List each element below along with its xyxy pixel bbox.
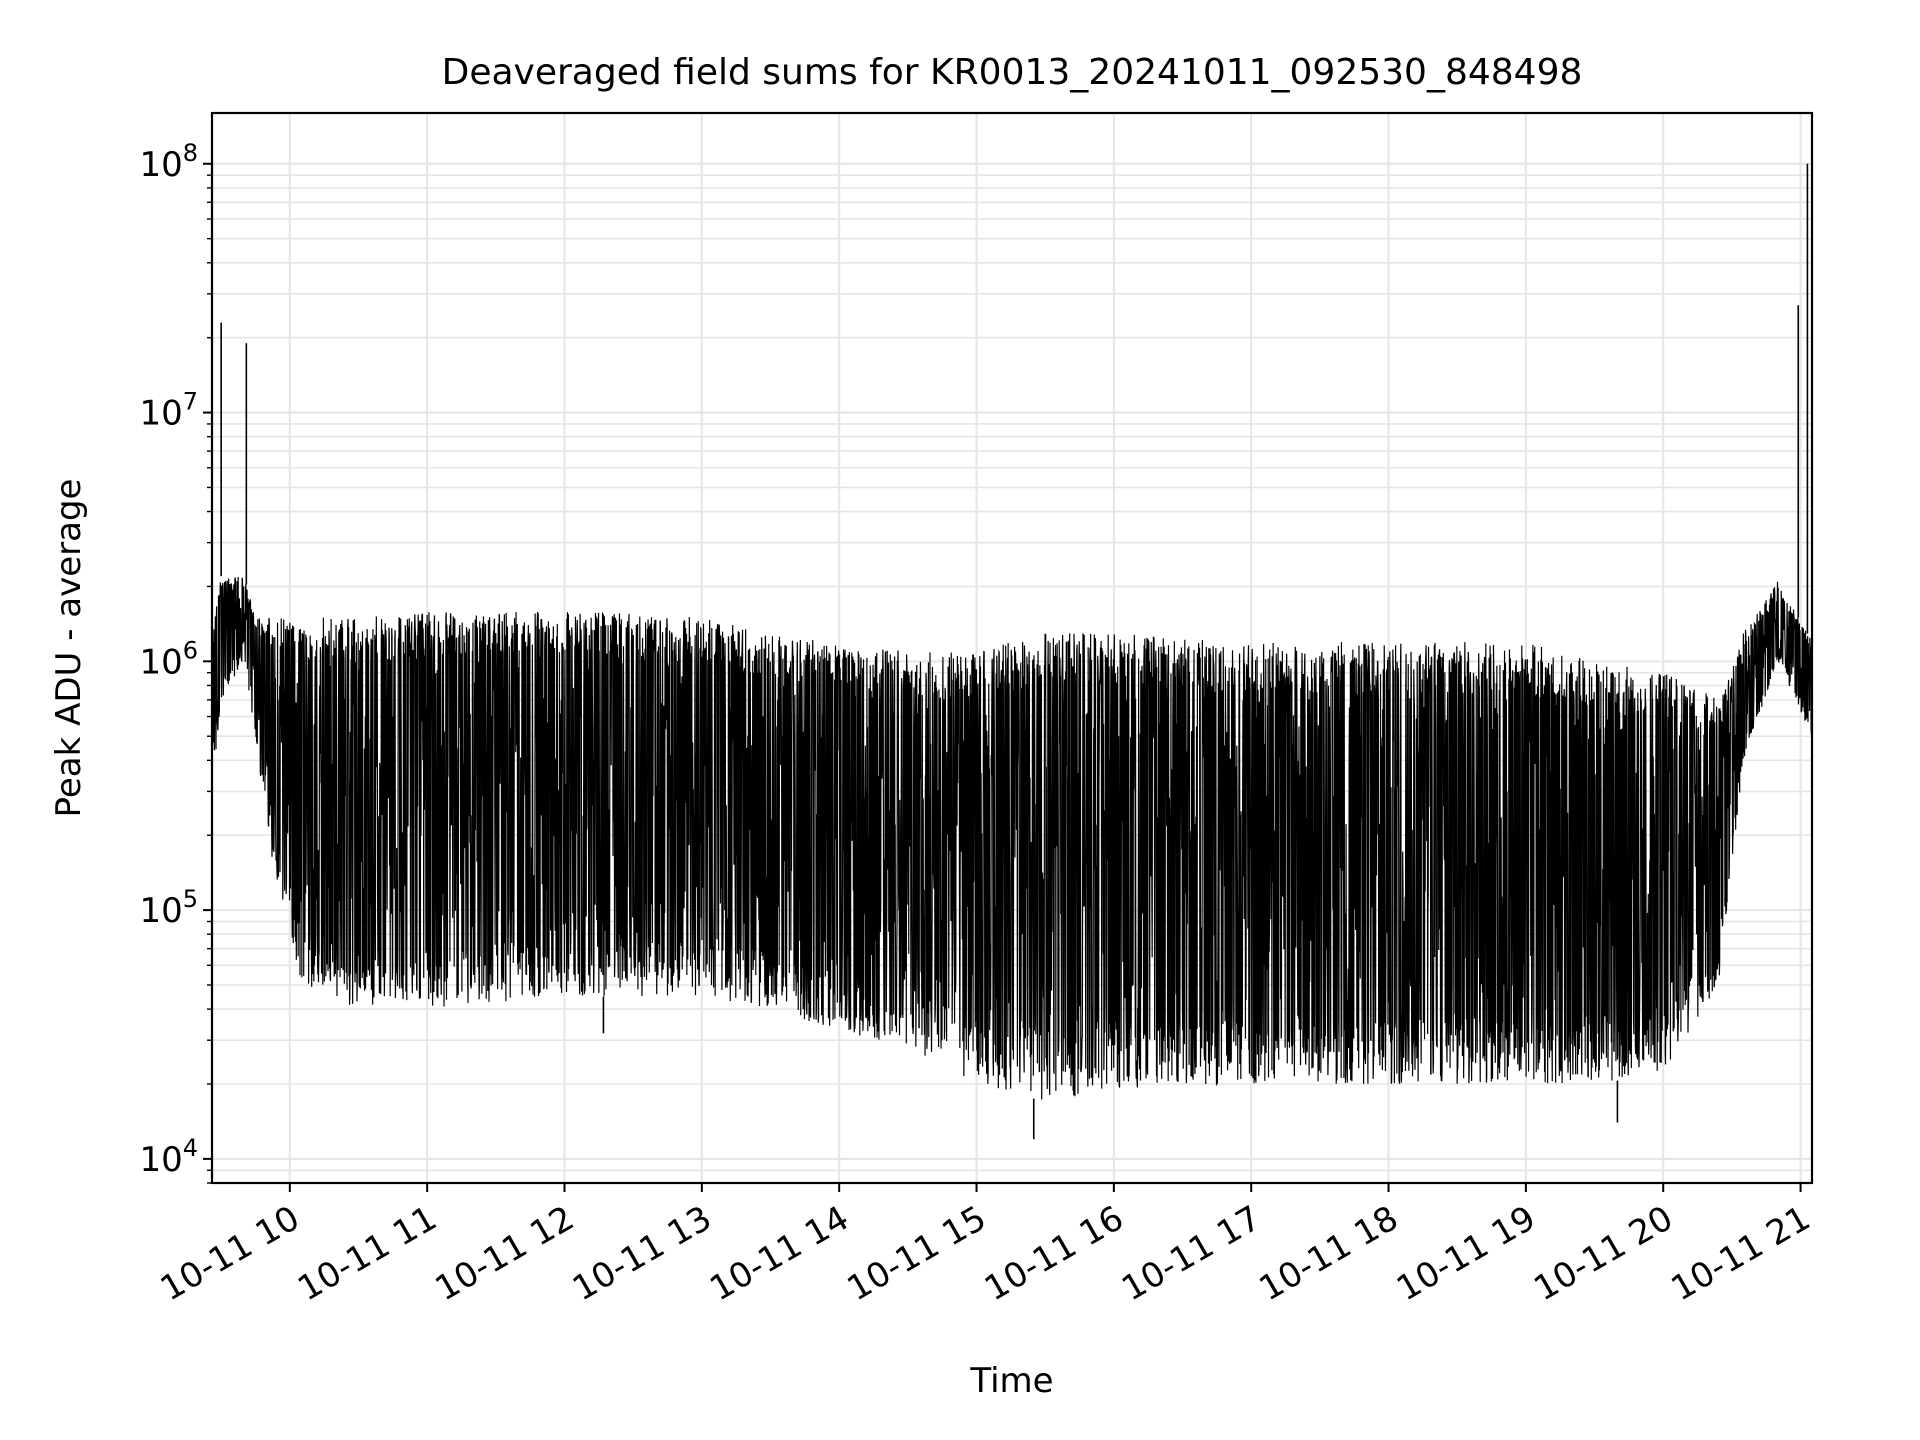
y-tick-label: 104 — [139, 1134, 198, 1180]
y-axis-label: Peak ADU - average — [49, 479, 89, 818]
y-tick-label: 108 — [139, 139, 198, 185]
x-axis-label: Time — [969, 1361, 1053, 1401]
data-series — [211, 163, 1813, 1140]
y-axis: 104 105 106 107 108 — [139, 139, 212, 1184]
chart-title: Deaveraged field sums for KR0013_2024101… — [442, 52, 1583, 93]
y-tick-label: 105 — [139, 885, 198, 931]
y-tick-label: 106 — [139, 636, 198, 682]
y-tick-label: 107 — [139, 388, 198, 434]
plot-frame — [210, 111, 1814, 1185]
series-line — [211, 576, 1813, 1100]
